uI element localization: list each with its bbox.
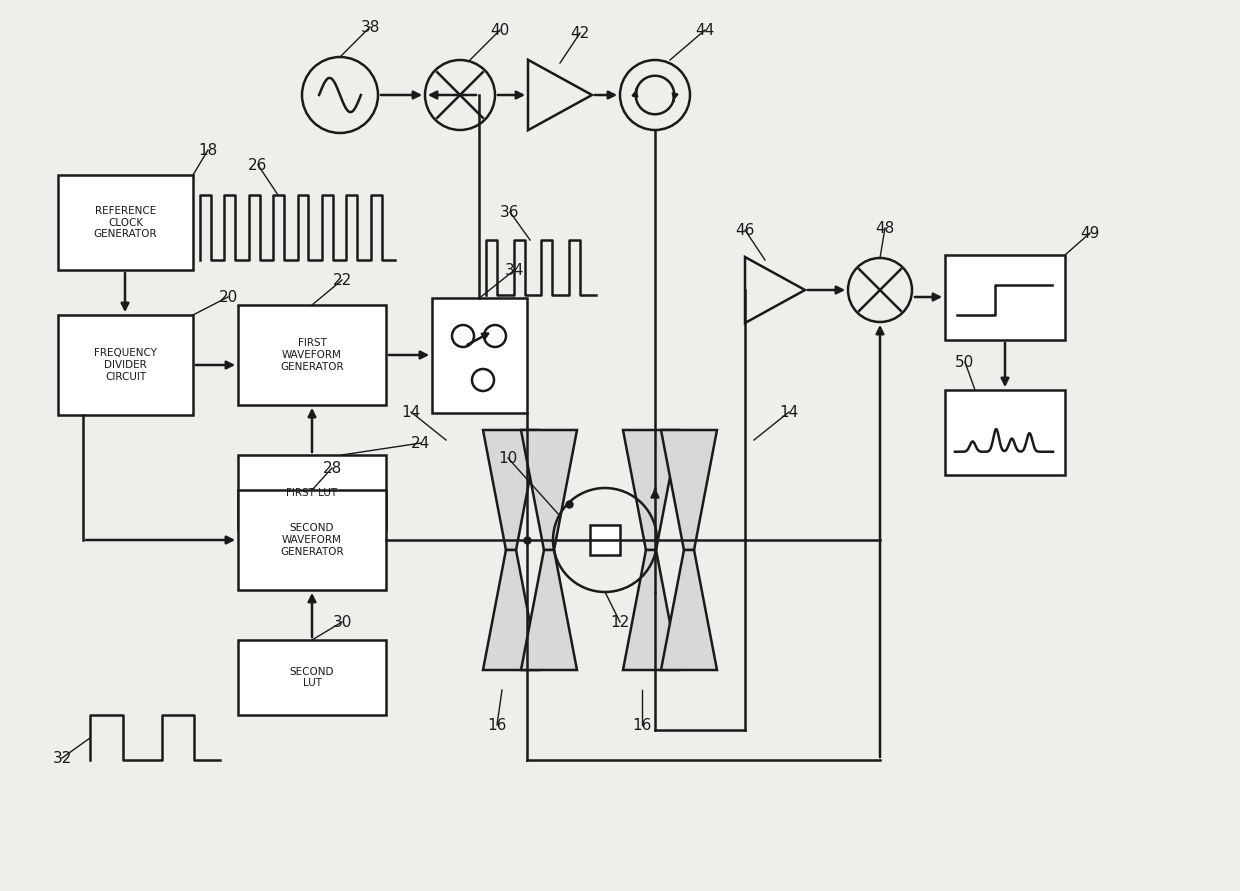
FancyBboxPatch shape	[238, 305, 386, 405]
FancyBboxPatch shape	[590, 525, 620, 555]
FancyBboxPatch shape	[945, 390, 1065, 475]
Text: FREQUENCY
DIVIDER
CIRCUIT: FREQUENCY DIVIDER CIRCUIT	[94, 348, 157, 381]
Polygon shape	[484, 430, 539, 550]
FancyBboxPatch shape	[432, 298, 527, 413]
Text: 12: 12	[610, 615, 630, 630]
Text: 34: 34	[505, 263, 525, 277]
Text: 28: 28	[322, 461, 342, 476]
FancyBboxPatch shape	[58, 315, 193, 415]
Text: 32: 32	[52, 750, 72, 765]
FancyBboxPatch shape	[238, 640, 386, 715]
Polygon shape	[622, 430, 680, 550]
Text: 10: 10	[498, 451, 517, 465]
Text: 26: 26	[248, 158, 268, 173]
Text: FIRST LUT: FIRST LUT	[286, 487, 337, 497]
Text: FIRST
WAVEFORM
GENERATOR: FIRST WAVEFORM GENERATOR	[280, 339, 343, 372]
Text: SECOND
LUT: SECOND LUT	[290, 666, 335, 689]
Text: 14: 14	[402, 405, 420, 420]
Text: SECOND
WAVEFORM
GENERATOR: SECOND WAVEFORM GENERATOR	[280, 523, 343, 557]
Polygon shape	[622, 550, 680, 670]
FancyBboxPatch shape	[238, 455, 386, 530]
Text: 38: 38	[361, 20, 379, 35]
Polygon shape	[521, 430, 577, 550]
Text: 20: 20	[218, 290, 238, 305]
FancyBboxPatch shape	[58, 175, 193, 270]
FancyBboxPatch shape	[238, 490, 386, 590]
Text: 40: 40	[490, 22, 510, 37]
Text: 22: 22	[332, 273, 352, 288]
Text: 24: 24	[412, 436, 430, 451]
Text: 36: 36	[500, 205, 520, 219]
Text: 46: 46	[735, 223, 755, 238]
Text: 18: 18	[198, 143, 218, 158]
Text: 44: 44	[696, 22, 714, 37]
Polygon shape	[661, 550, 717, 670]
Text: 16: 16	[487, 717, 507, 732]
Text: 16: 16	[632, 717, 652, 732]
Text: 49: 49	[1080, 225, 1100, 241]
Polygon shape	[484, 550, 539, 670]
Text: 48: 48	[875, 220, 894, 235]
Text: 14: 14	[780, 405, 799, 420]
Text: 50: 50	[955, 355, 975, 370]
Polygon shape	[521, 550, 577, 670]
Text: 30: 30	[332, 615, 352, 630]
FancyBboxPatch shape	[945, 255, 1065, 340]
Polygon shape	[661, 430, 717, 550]
Text: 42: 42	[570, 26, 590, 40]
Text: REFERENCE
CLOCK
GENERATOR: REFERENCE CLOCK GENERATOR	[94, 206, 157, 239]
